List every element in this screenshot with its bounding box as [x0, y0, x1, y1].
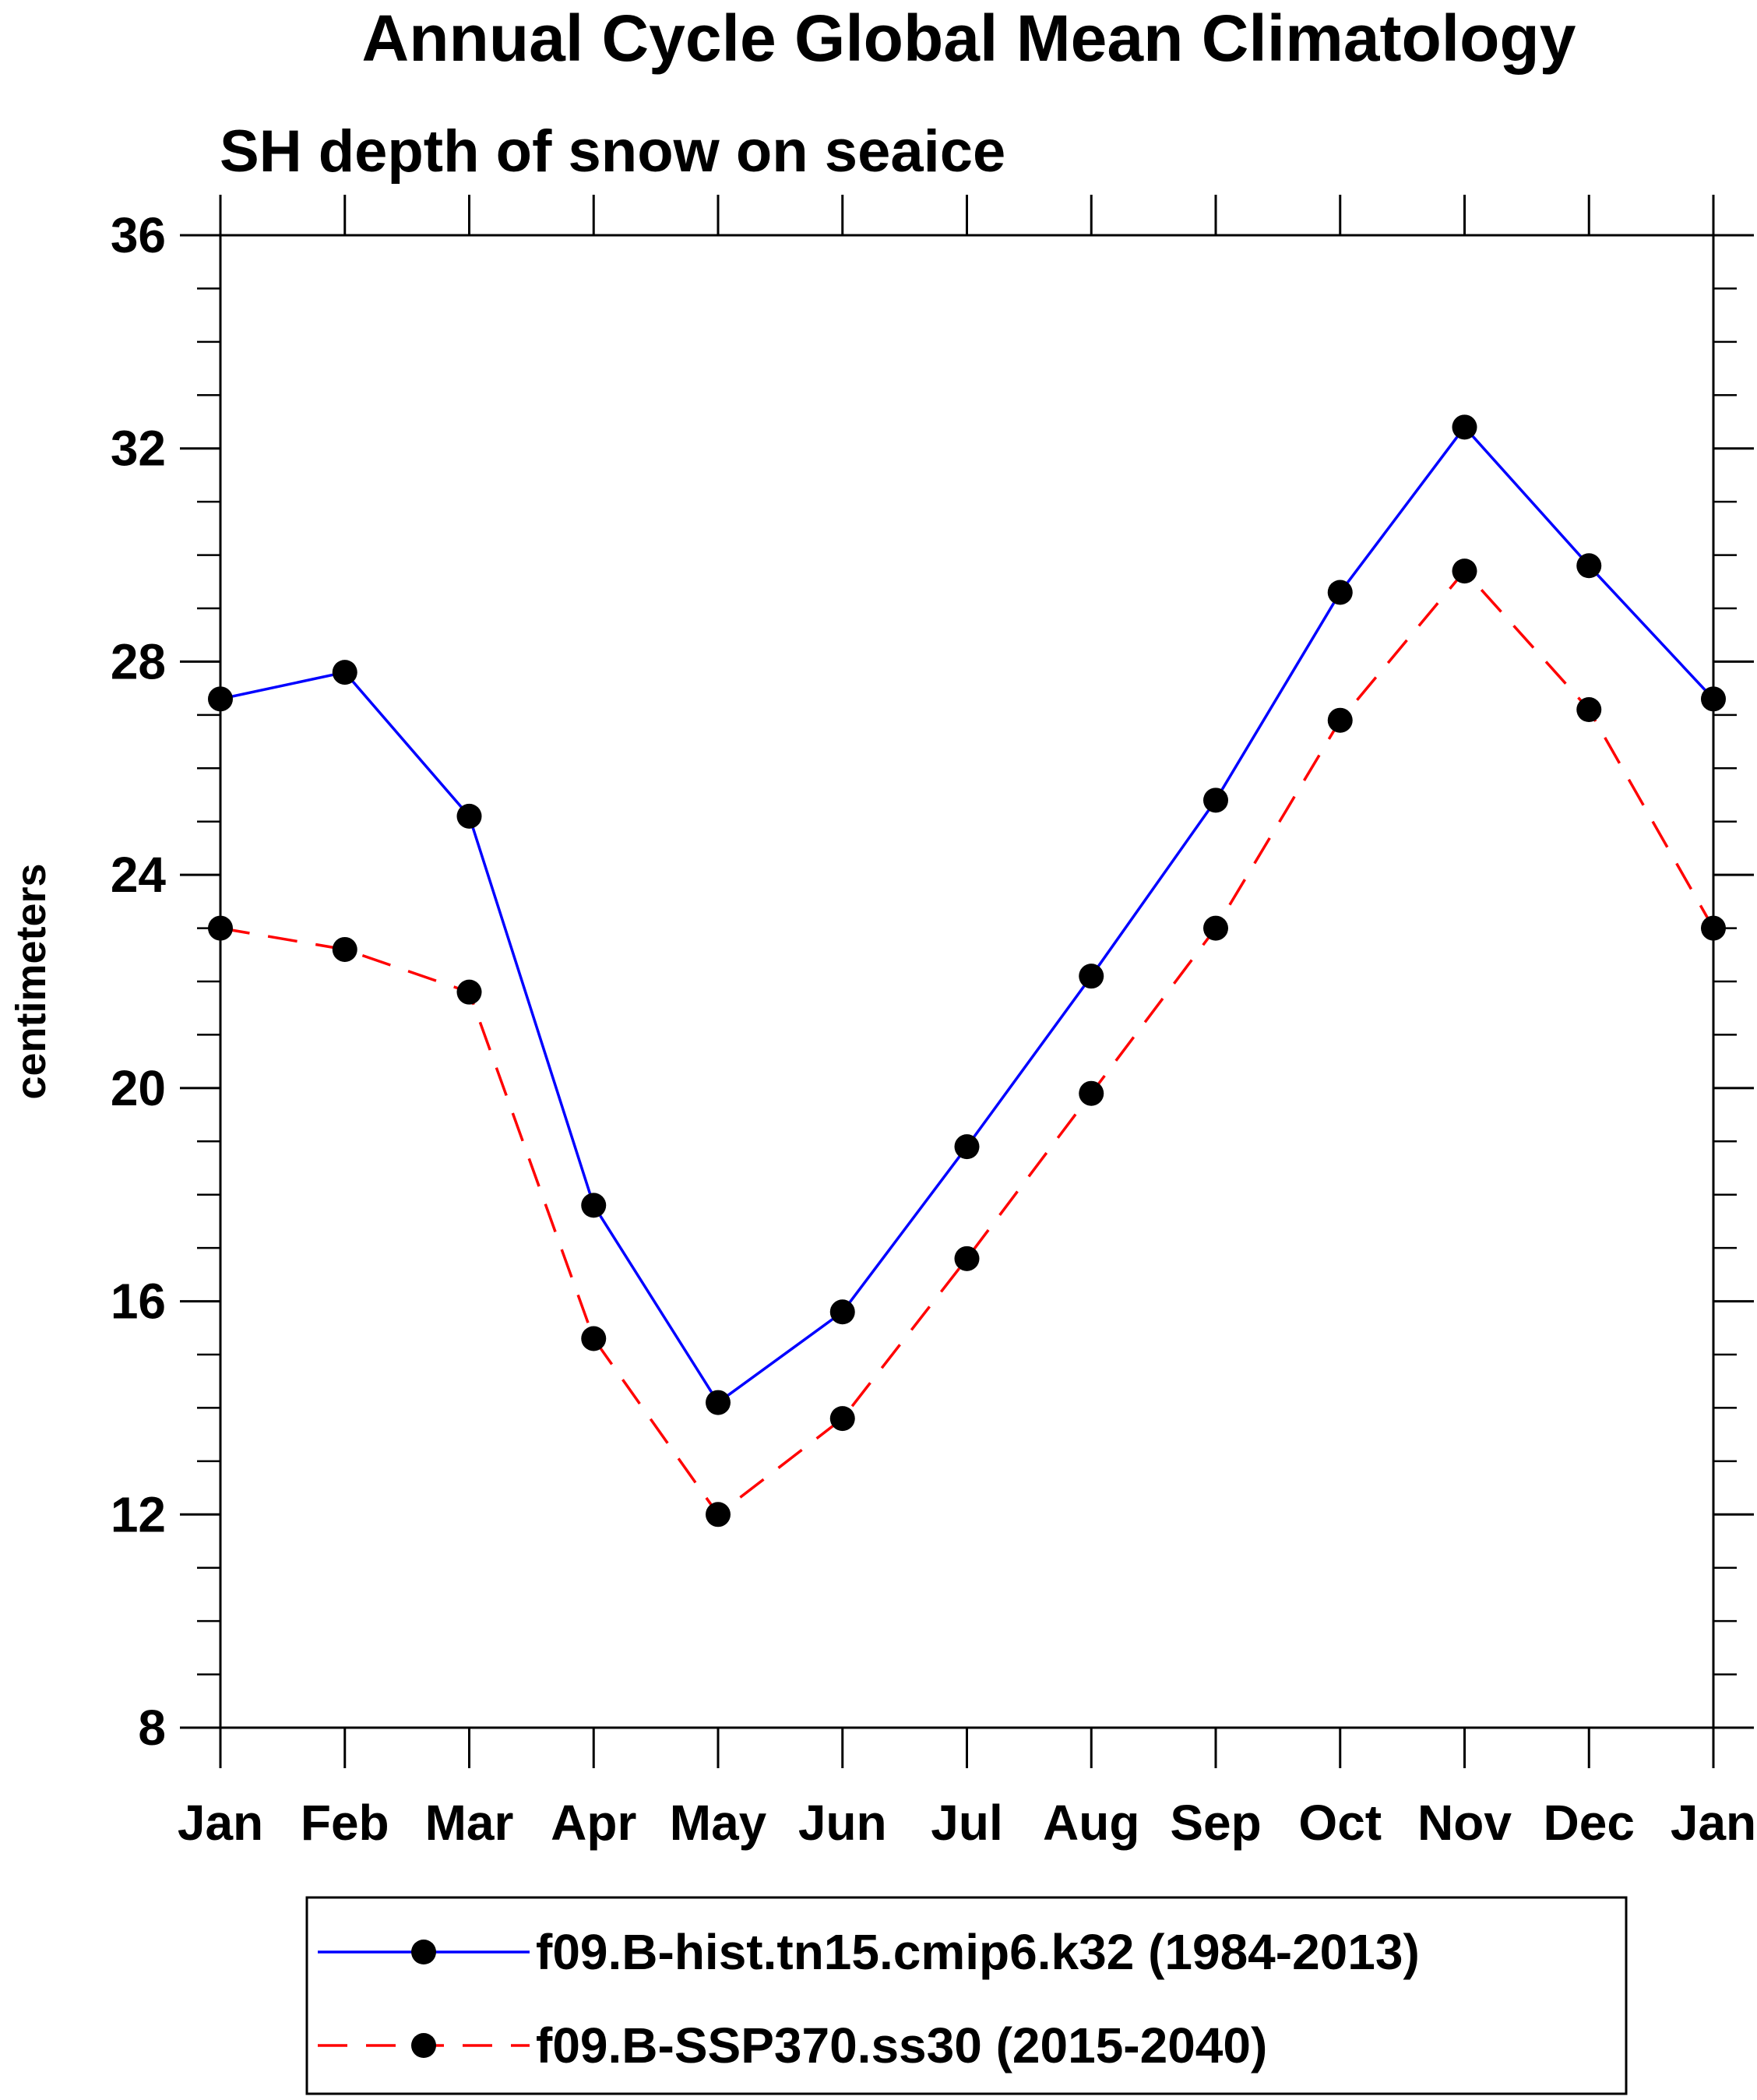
plot-series: [208, 414, 1726, 1527]
legend-marker: [411, 1940, 436, 1964]
chart-title: Annual Cycle Global Mean Climatology: [362, 2, 1576, 75]
data-point: [1079, 1080, 1104, 1106]
y-tick-label: 12: [111, 1486, 166, 1542]
y-tick-label: 28: [111, 633, 166, 689]
data-point: [1701, 915, 1726, 941]
x-tick-label: Apr: [551, 1795, 636, 1851]
x-tick-label: Jul: [931, 1795, 1002, 1851]
data-point: [332, 660, 357, 685]
y-tick-label: 16: [111, 1274, 166, 1330]
x-tick-label: Dec: [1544, 1795, 1635, 1851]
data-point: [581, 1326, 607, 1351]
data-point: [1452, 414, 1477, 440]
x-tick-label: May: [670, 1795, 767, 1851]
chart-subtitle: SH depth of snow on seaice: [220, 118, 1005, 185]
data-point: [208, 686, 233, 712]
x-tick-label: Jan: [178, 1795, 263, 1851]
data-point: [706, 1390, 731, 1415]
legend-box: [305, 1896, 1628, 2095]
y-tick-label: 32: [111, 421, 166, 477]
x-tick-label: Jan: [1671, 1795, 1756, 1851]
data-point: [1327, 580, 1353, 605]
data-point: [1701, 686, 1726, 712]
data-point: [829, 1406, 855, 1432]
y-axis-label: centimeters: [8, 863, 55, 1099]
data-point: [581, 1193, 607, 1218]
x-tick-label: Nov: [1417, 1795, 1512, 1851]
x-tick-label: Oct: [1298, 1795, 1382, 1851]
x-tick-label: Jun: [798, 1795, 887, 1851]
data-point: [829, 1299, 855, 1325]
data-point: [456, 979, 482, 1005]
y-tick-label: 24: [111, 847, 167, 903]
data-point: [1079, 964, 1104, 989]
axes: Jan Feb Mar Apr May Jun Jul Aug Sep Oct Nov Dec Jan8…: [111, 195, 1756, 1851]
y-tick-label: 8: [138, 1700, 166, 1756]
data-point: [332, 936, 357, 962]
x-tick-label: Feb: [301, 1795, 389, 1851]
plot-frame: [219, 234, 1715, 1729]
data-point: [1203, 788, 1228, 813]
data-point: [954, 1246, 980, 1271]
y-tick-label: 20: [111, 1060, 166, 1116]
series-line-2: [220, 569, 1715, 1517]
data-point: [706, 1502, 731, 1527]
legend-label-2: f09.B-SSP370.ss30 (2015-2040): [536, 2017, 1267, 2074]
x-tick-label: Mar: [425, 1795, 514, 1851]
x-tick-label: Aug: [1043, 1795, 1139, 1851]
data-point: [208, 915, 233, 941]
data-point: [1452, 558, 1477, 584]
data-point: [1576, 553, 1602, 579]
data-point: [954, 1134, 980, 1160]
data-point: [1203, 915, 1228, 941]
data-point: [456, 803, 482, 829]
data-point: [1576, 697, 1602, 723]
y-tick-label: 36: [111, 207, 166, 263]
legend-marker: [411, 2033, 436, 2058]
legend: f09.B-hist.tn15.cmip6.k32 (1984-2013) f09…: [305, 1896, 1628, 2095]
data-point: [1327, 707, 1353, 733]
legend-label-1: f09.B-hist.tn15.cmip6.k32 (1984-2013): [536, 1924, 1420, 1980]
x-tick-label: Sep: [1170, 1795, 1261, 1851]
